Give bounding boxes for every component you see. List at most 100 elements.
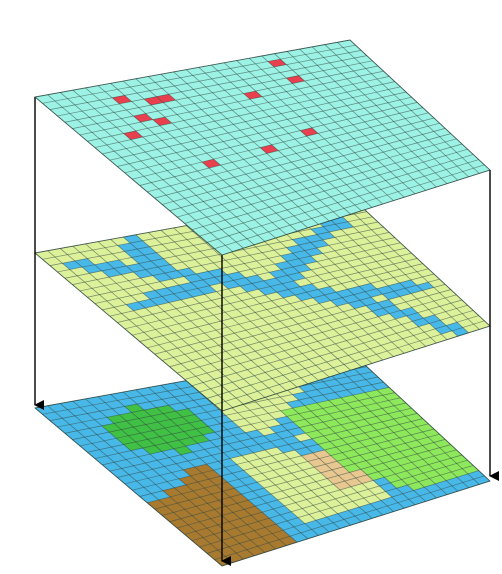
sample-points-layer-cell — [280, 56, 299, 65]
sample-points-layer-cell — [305, 105, 324, 114]
hydrology-layer-grid-line — [173, 227, 341, 374]
land-cover-layer-grid-line — [87, 387, 390, 453]
sample-points-layer-grid-line — [236, 60, 394, 201]
sample-points-layer-cell — [304, 78, 323, 87]
sample-points-layer-grid-line — [185, 69, 351, 215]
hydrology-layer-cell — [299, 269, 318, 279]
land-cover-layer-grid-line — [122, 391, 298, 543]
land-cover-layer-grid-line — [206, 470, 479, 554]
sample-points-layer-cell — [267, 59, 287, 67]
hydrology-layer-grid-line — [148, 232, 319, 381]
sample-points-layer-grid-line — [147, 117, 435, 193]
sample-points-layer-cell — [249, 69, 268, 78]
land-cover-layer-cell — [255, 399, 275, 408]
sample-points-layer-grid-line — [102, 86, 401, 155]
sample-points-layer-grid-line — [299, 48, 448, 184]
sample-points-layer-cell — [286, 102, 306, 111]
hydrology-layer-grid-line — [124, 258, 418, 330]
hydrology-layer-grid-line — [147, 273, 435, 349]
sample-points-layer-cell — [224, 74, 244, 83]
sample-points-layer-grid-line — [160, 73, 330, 222]
hydrology-layer-grid-line — [177, 294, 457, 374]
sample-points-layer-cell — [267, 86, 287, 95]
hydrology-layer-grid-line — [214, 320, 485, 406]
sample-points-layer-cell — [293, 108, 312, 117]
land-cover-layer-grid-line — [47, 405, 233, 563]
hydrology-layer-grid-line — [337, 198, 480, 330]
sample-points-layer-cell — [281, 110, 300, 120]
land-cover-layer-grid-line — [169, 444, 451, 523]
hydrology-layer-grid-line — [311, 202, 459, 337]
hydrology-layer-cell — [310, 239, 329, 248]
land-cover-layer-grid-line — [117, 407, 412, 478]
land-cover-layer-cell — [310, 381, 330, 390]
sample-points-layer-cell — [310, 70, 330, 79]
sample-points-layer-cell — [236, 58, 256, 67]
land-cover-layer-cell — [310, 408, 329, 417]
sample-points-layer-cell — [286, 62, 305, 71]
hydrology-layer-cell — [255, 244, 275, 253]
sample-points-layer-cell — [298, 59, 318, 68]
sample-points-layer-grid-line — [199, 154, 474, 237]
land-cover-layer-cell — [286, 413, 306, 422]
sample-points-layer-cell — [237, 85, 256, 94]
hydrology-layer-cell — [286, 258, 306, 267]
hydrology-layer-cell — [298, 242, 317, 251]
sample-points-layer-grid-line — [191, 148, 468, 231]
hydrology-layer-cell — [322, 237, 341, 246]
sample-points-layer-cell — [236, 71, 256, 80]
land-cover-layer-cell — [298, 411, 317, 420]
land-cover-layer-grid-line — [97, 396, 276, 550]
sample-points-layer-cell — [323, 68, 342, 77]
sample-points-layer-cell — [305, 52, 324, 60]
sample-points-layer-grid-line — [248, 57, 405, 198]
land-cover-layer-grid-line — [185, 380, 351, 526]
sample-points-layer-cell — [329, 60, 348, 69]
land-cover-layer-cell — [292, 405, 311, 414]
hydrology-layer-cell — [304, 234, 323, 243]
hydrology-layer-grid-line — [94, 237, 395, 304]
land-cover-layer-cell — [316, 400, 335, 409]
land-cover-layer-cell — [267, 397, 287, 406]
sample-points-layer-cell — [310, 97, 329, 106]
sample-points-layer-cell — [274, 51, 293, 60]
sample-points-layer-cell — [329, 73, 348, 82]
land-cover-layer-cell — [304, 402, 323, 412]
hydrology-layer-cell — [329, 229, 348, 238]
sample-points-layer-cell — [249, 55, 268, 64]
land-cover-layer-grid-line — [324, 355, 469, 489]
sample-points-layer-grid-line — [184, 143, 463, 224]
land-cover-layer-cell — [262, 405, 281, 414]
sample-points-layer-cell — [287, 116, 306, 125]
land-cover-layer-cell — [335, 376, 354, 385]
hydrology-layer-grid-line — [102, 242, 401, 311]
land-cover-layer-grid-line — [102, 397, 401, 466]
sample-points-layer-cell — [255, 88, 275, 97]
sample-points-layer-grid-line — [324, 44, 469, 178]
sample-points-layer-grid-line — [261, 55, 416, 195]
sample-points-layer-cell — [217, 68, 237, 77]
land-cover-layer-cell — [293, 419, 312, 428]
sample-points-layer-cell — [336, 52, 355, 61]
sample-points-layer-cell — [348, 50, 367, 59]
sample-points-layer-cell — [286, 89, 305, 98]
sample-points-layer-cell — [298, 86, 317, 95]
hydrology-layer-grid-line — [162, 284, 446, 361]
hydrology-layer-cell — [243, 247, 263, 256]
sample-points-layer-cell — [298, 73, 317, 82]
sample-points-layer — [33, 39, 491, 256]
hydrology-layer-cell — [316, 232, 335, 240]
sample-points-layer-cell — [267, 72, 287, 81]
hydrology-layer-grid-line — [324, 200, 469, 334]
sample-points-layer-cell — [274, 91, 293, 100]
sample-points-layer-cell — [280, 70, 299, 79]
sample-points-layer-grid-line — [223, 62, 384, 205]
hydrology-layer-grid-line — [261, 211, 416, 351]
hydrology-layer-cell — [267, 242, 287, 251]
land-cover-layer-cell — [268, 410, 287, 419]
hydrology-layer-cell — [335, 221, 354, 230]
land-cover-layer-cell — [298, 397, 317, 406]
sample-points-layer-grid-line — [206, 159, 479, 243]
sample-points-layer-cell — [261, 66, 281, 75]
sample-points-layer-cell — [255, 74, 275, 83]
